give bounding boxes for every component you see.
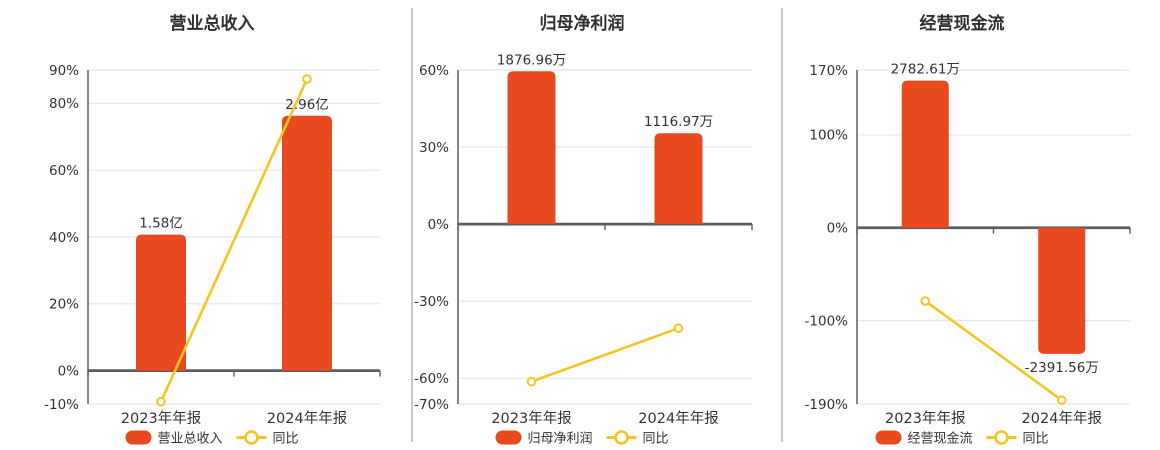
yoy-line-point[interactable] [156,396,166,407]
x-axis-category-label: 2024年年报 [638,410,718,427]
panel-divider [411,8,413,442]
yoy-line [159,78,309,403]
legend-item-bar[interactable]: 经营现金流 [875,430,973,447]
y-axis-label: 20% [49,297,79,313]
y-axis-label: 0% [827,221,849,237]
legend-item-line[interactable]: 同比 [236,430,299,447]
legend-line-marker-icon [614,430,629,445]
legend-line-label: 同比 [1023,432,1049,447]
y-axis-label: -10% [44,397,79,413]
yoy-line-point[interactable] [302,74,312,84]
legend-bar-label: 经营现金流 [908,431,973,447]
y-axis-label: 0% [58,363,80,379]
chart-title: 营业总收入 [170,13,255,34]
legend-bar-label: 营业总收入 [158,432,223,447]
bar-value-label: 1116.97万 [644,114,713,130]
legend-item-line[interactable]: 同比 [606,430,669,447]
legend-line-marker-icon [994,430,1009,445]
legend-line-marker-icon [244,430,259,445]
legend-bar-swatch-icon [125,430,152,445]
x-axis-category-label: 2024年年报 [267,410,347,427]
y-axis-label: -100% [805,313,849,329]
y-axis-label: 30% [419,140,449,156]
x-axis-category-label: 2024年年报 [1022,410,1102,427]
legend-line-label: 同比 [273,432,299,447]
yoy-line-point[interactable] [920,296,931,306]
y-axis-label: -70% [414,397,449,413]
bar[interactable] [507,71,556,225]
bar[interactable] [136,234,186,371]
chart-title: 归母净利润 [540,13,625,34]
yoy-line-point[interactable] [673,323,684,334]
legend-line-label: 同比 [643,432,669,447]
revenue-chart: 90% 80% 60% 40% 20% 0% -10% 2023年年报 2024年年报 1.58亿… [44,13,381,447]
legend-bar-swatch-icon [495,430,522,445]
yoy-line [924,299,1063,402]
y-axis-label: 60% [419,63,449,79]
y-axis-label: -190% [805,397,849,413]
y-axis-label: -60% [414,371,449,387]
legend-bar-swatch-icon [875,430,902,445]
panel-divider [781,8,783,442]
y-axis-label: 60% [49,163,79,179]
legend: 经营现金流 同比 [875,430,1049,447]
bar-value-label: 2782.61万 [891,62,960,78]
net-profit-chart: 60% 30% 0% -30% -60% -70% 2023年年报 2024年年报 1876.9… [414,13,753,447]
bar[interactable] [282,115,332,371]
yoy-line [531,326,679,383]
y-axis-label: 0% [428,217,450,233]
x-axis-category-label: 2023年年报 [121,410,201,427]
bar-value-label: 1876.96万 [497,52,566,68]
bar[interactable] [1038,227,1086,354]
legend-item-bar[interactable]: 归母净利润 [495,430,593,447]
bar-value-label: 1.58亿 [139,216,183,232]
y-axis-label: -30% [414,294,449,310]
y-axis-label: 80% [49,96,79,112]
legend-item-bar[interactable]: 营业总收入 [125,430,223,447]
legend-item-line[interactable]: 同比 [986,430,1049,447]
operating-cash-flow-chart: 170% 100% 0% -100% -190% 2023年年报 2024年年报 2782.6… [805,13,1131,447]
y-axis-label: 40% [49,230,79,246]
y-axis-label: 90% [49,63,79,79]
y-axis-label: 100% [809,128,848,144]
yoy-line-point[interactable] [1056,395,1067,405]
x-axis-category-label: 2023年年报 [491,410,571,427]
chart-title: 经营现金流 [920,13,1005,34]
bar-value-label: -2391.56万 [1025,360,1099,376]
x-axis-category-label: 2023年年报 [885,410,965,427]
legend-bar-label: 归母净利润 [528,432,593,447]
legend: 归母净利润 同比 [495,430,669,447]
y-axis-label: 170% [809,63,848,79]
yoy-line-point[interactable] [526,376,537,387]
bar[interactable] [901,80,949,228]
bar[interactable] [654,133,703,225]
legend: 营业总收入 同比 [125,430,299,447]
